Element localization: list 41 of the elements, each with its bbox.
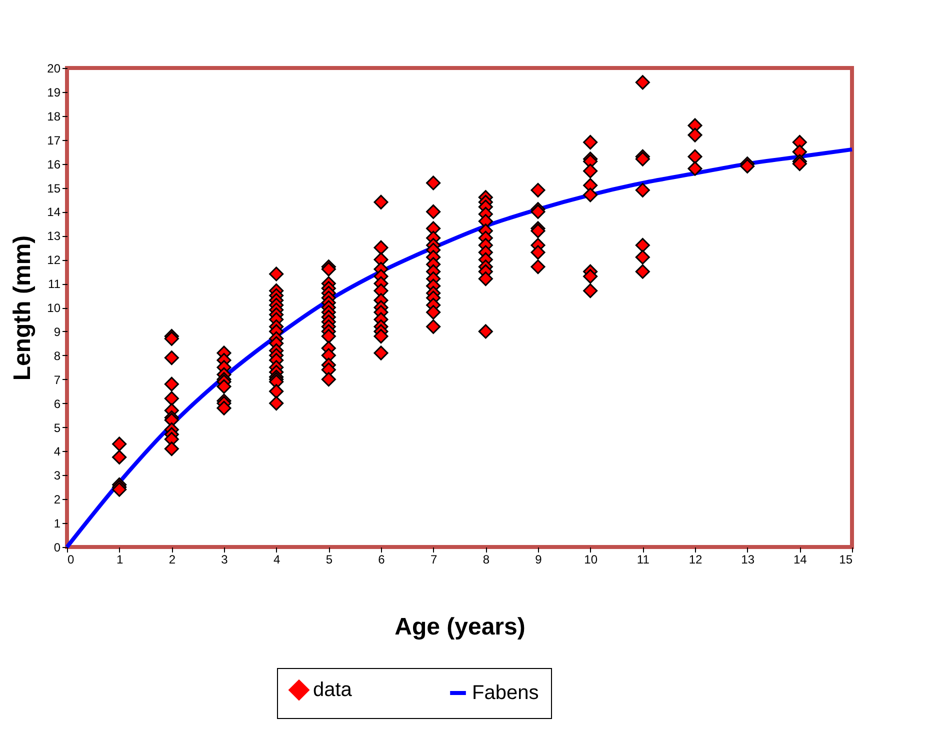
y-tick-label: 18 (47, 109, 61, 124)
y-tick-label: 20 (47, 62, 61, 76)
y-tick-label: 5 (54, 420, 61, 435)
x-tick-label: 12 (688, 552, 702, 566)
x-tick-label: 15 (839, 552, 853, 566)
y-tick-label: 11 (48, 277, 61, 292)
y-tick-label: 4 (54, 444, 61, 459)
x-tick-label: 11 (636, 552, 650, 566)
y-tick-label: 16 (47, 157, 61, 172)
y-tick-label: 15 (47, 181, 61, 196)
x-tick-label: 7 (430, 552, 438, 566)
y-tick-label: 8 (54, 348, 61, 363)
y-tick-label: 9 (54, 324, 61, 339)
legend-label: data (313, 679, 353, 702)
x-tick-label: 3 (221, 552, 228, 566)
x-tick-label: 13 (741, 552, 755, 566)
x-tick-label: 6 (378, 552, 386, 566)
x-tick-label: 0 (68, 552, 74, 566)
x-tick-label: 8 (482, 552, 490, 566)
legend-label: Fabens (472, 682, 539, 704)
y-tick-label: 3 (54, 468, 61, 483)
y-tick-label: 13 (47, 229, 61, 244)
y-tick-label: 2 (54, 492, 61, 507)
x-tick-label: 1 (116, 552, 124, 566)
x-tick-label: 2 (168, 552, 176, 566)
x-axis-title: Age (years) (394, 614, 526, 640)
x-tick-label: 9 (535, 552, 542, 566)
y-tick-label: 6 (54, 396, 61, 411)
y-tick-label: 1 (54, 516, 61, 531)
x-tick-label: 10 (584, 552, 598, 566)
x-tick-label: 14 (793, 552, 808, 566)
y-tick-label: 12 (47, 253, 61, 268)
y-tick-label: 7 (54, 372, 61, 387)
y-tick-label: 14 (47, 205, 61, 220)
x-tick-label: 4 (273, 552, 280, 566)
y-tick-label: 0 (54, 540, 61, 554)
y-tick-label: 19 (47, 85, 61, 100)
x-tick-label: 5 (326, 552, 333, 566)
y-axis-title: Length (mm) (9, 235, 36, 381)
y-tick-label: 17 (47, 133, 61, 148)
y-tick-label: 10 (47, 301, 61, 315)
